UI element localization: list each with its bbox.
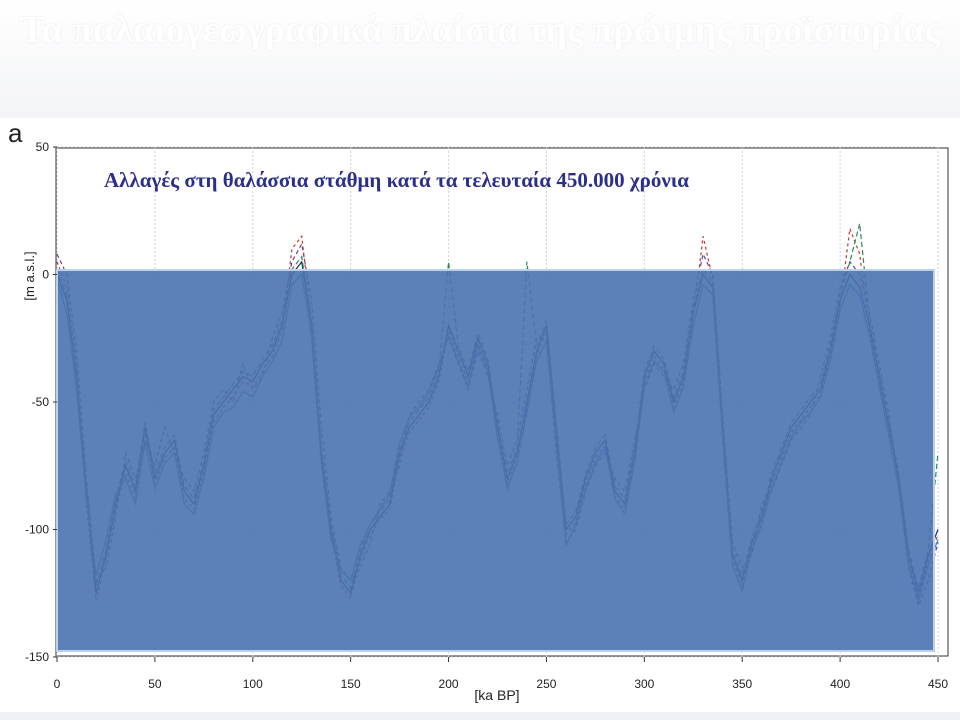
x-tick-label: 50 — [148, 677, 162, 691]
chart-title: Αλλαγές στη θαλάσσια στάθμη κατά τα τελε… — [104, 168, 689, 192]
x-tick-label: 100 — [243, 677, 263, 691]
y-tick-label: 0 — [42, 268, 49, 282]
slide-title-bar: Τα παλαιογεωγραφικά πλαίσια της πρώιμης … — [0, 0, 960, 118]
sea-overlay — [56, 269, 935, 652]
bottom-strip — [0, 712, 960, 720]
x-tick-label: 450 — [928, 677, 948, 691]
y-tick-labels: 50 0 -50 -100 -150 — [25, 140, 57, 664]
panel-letter: a — [8, 118, 23, 148]
slide-title: Τα παλαιογεωγραφικά πλαίσια της πρώιμης … — [19, 9, 941, 51]
x-tick-label: 250 — [536, 677, 556, 691]
x-tick-label: 300 — [634, 677, 654, 691]
y-tick-label: -100 — [25, 523, 49, 537]
y-tick-label: -150 — [25, 650, 49, 664]
x-tick-label: 350 — [732, 677, 752, 691]
y-tick-label: 50 — [36, 140, 50, 154]
x-axis-label: [ka BP] — [474, 687, 519, 703]
y-tick-label: -50 — [32, 395, 50, 409]
y-axis-label: [m a.s.l.] — [22, 251, 37, 300]
x-tick-label: 400 — [830, 677, 850, 691]
x-tick-labels: 0 50 100 150 200 250 300 350 400 450 — [54, 657, 948, 691]
x-tick-label: 200 — [439, 677, 459, 691]
x-tick-label: 150 — [341, 677, 361, 691]
sea-level-chart: 50 0 -50 -100 -150 0 50 100 150 200 250 300 350 400 4… — [22, 140, 949, 703]
x-tick-label: 0 — [54, 677, 61, 691]
